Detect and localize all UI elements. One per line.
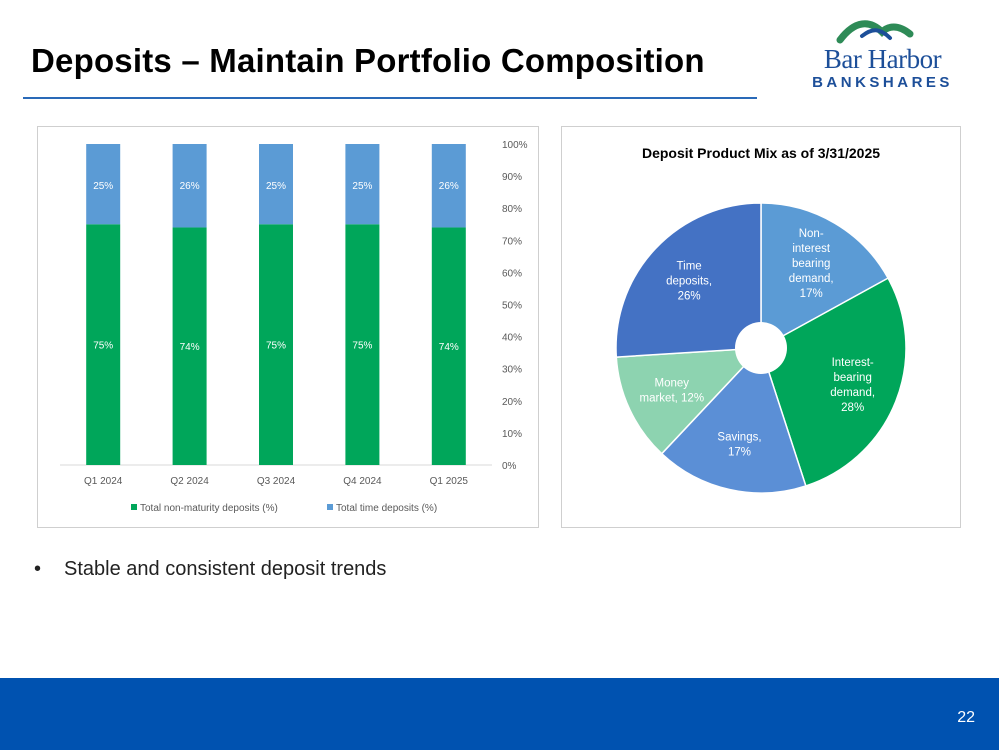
pie-slice	[760, 202, 890, 350]
x-tick-label: Q3 2024	[257, 476, 296, 487]
pie-label-line: Savings,	[717, 432, 761, 444]
bar-data-label: 75%	[93, 341, 113, 352]
pie-label-line: 17%	[728, 447, 751, 459]
bar-data-label: 25%	[93, 181, 113, 192]
legend-swatch	[327, 504, 333, 510]
bullet-text: Stable and consistent deposit trends	[64, 558, 387, 580]
bar-data-label: 75%	[352, 341, 372, 352]
footer-bar	[0, 678, 999, 750]
pie-label-line: 26%	[678, 291, 701, 303]
company-logo: Bar Harbor BANKSHARES	[800, 18, 965, 96]
pie-label-line: Money	[655, 377, 690, 389]
x-tick-label: Q2 2024	[170, 476, 209, 487]
stacked-bar-chart: 0% 10% 20% 30% 40% 50% 60% 70% 80% 90% 100% 75% 25% Q…	[60, 140, 528, 514]
bar-data-label: 25%	[352, 181, 372, 192]
pie-label-line: demand,	[830, 387, 875, 399]
bar-segment	[431, 144, 466, 228]
x-tick-label: Q1 2025	[430, 476, 469, 487]
pie-slice-label: Non-interest bearing demand, 17%	[789, 228, 834, 300]
pie-label-line: bearing	[792, 258, 830, 270]
bar-segment	[259, 224, 293, 465]
bar-data-label: 25%	[266, 181, 286, 192]
pie-slice-label: Time deposits, 26%	[666, 261, 712, 303]
bar-data-label: 74%	[180, 342, 200, 353]
y-tick-label: 0%	[502, 461, 517, 472]
x-tick-label: Q4 2024	[343, 476, 382, 487]
pie-label-line: 17%	[800, 288, 823, 300]
pie-label-line: 28%	[841, 402, 864, 414]
pie-label-line: Interest-	[832, 357, 874, 369]
title-divider	[23, 97, 757, 99]
pie-slice-label: Savings, 17%	[717, 432, 761, 459]
bar-data-label: 75%	[266, 341, 286, 352]
pie-slice	[615, 202, 762, 358]
pie-chart-panel: Deposit Product Mix as of 3/31/2025 Non-i…	[561, 126, 961, 528]
bar-segment	[172, 227, 207, 465]
pie-title: Deposit Product Mix as of 3/31/2025	[642, 145, 880, 161]
y-tick-label: 70%	[502, 236, 522, 247]
bar-segment	[86, 224, 121, 465]
bar-segment	[345, 144, 380, 225]
bar-segment	[431, 227, 466, 465]
bar-data-label: 74%	[439, 342, 459, 353]
bar-data-label: 26%	[180, 181, 200, 192]
pie-slice-label: Interest-bearing demand, 28%	[830, 357, 875, 414]
logo-name: Bar Harbor	[823, 44, 942, 74]
bar-segment	[345, 224, 380, 465]
y-tick-label: 60%	[502, 268, 522, 279]
pie-slice	[760, 277, 907, 487]
y-tick-label: 20%	[502, 397, 522, 408]
pie-slice	[615, 347, 763, 455]
pie-label-line: Time	[677, 261, 702, 273]
bullet-icon: •	[34, 558, 42, 580]
legend-swatch	[131, 504, 137, 510]
pie-label-line: bearing	[833, 372, 871, 384]
bar-segment	[172, 144, 207, 228]
logo-subtitle: BANKSHARES	[812, 74, 953, 91]
donut-hole	[735, 322, 787, 374]
y-tick-label: 30%	[502, 365, 522, 376]
pie-slice	[660, 346, 807, 494]
legend-label: Total time deposits (%)	[336, 503, 437, 514]
legend-label: Total non-maturity deposits (%)	[140, 503, 278, 514]
y-tick-label: 100%	[502, 140, 528, 151]
page-title: Deposits – Maintain Portfolio Compositio…	[31, 42, 705, 79]
pie-chart: Deposit Product Mix as of 3/31/2025 Non-i…	[615, 145, 907, 494]
pie-label-line: demand,	[789, 273, 834, 285]
pie-label-line: deposits,	[666, 276, 712, 288]
pie-label-line: market, 12%	[640, 392, 705, 404]
bar-data-label: 26%	[439, 181, 459, 192]
page-number: 22	[957, 709, 975, 726]
y-tick-label: 80%	[502, 204, 522, 215]
bar-segment	[86, 144, 121, 225]
y-tick-label: 90%	[502, 172, 522, 183]
pie-slice-label: Money market, 12%	[640, 377, 705, 404]
y-tick-label: 50%	[502, 301, 522, 312]
pie-label-line: Non-	[799, 228, 824, 240]
x-tick-label: Q1 2024	[84, 476, 123, 487]
stacked-bar-chart-panel: 0% 10% 20% 30% 40% 50% 60% 70% 80% 90% 100% 75% 25% Q…	[37, 126, 539, 528]
bullet-point: • Stable and consistent deposit trends	[34, 558, 386, 581]
y-tick-label: 40%	[502, 333, 522, 344]
bar-segment	[259, 144, 293, 225]
mountain-logo-icon	[836, 20, 914, 44]
pie-label-line: interest	[792, 243, 831, 255]
y-tick-label: 10%	[502, 429, 522, 440]
